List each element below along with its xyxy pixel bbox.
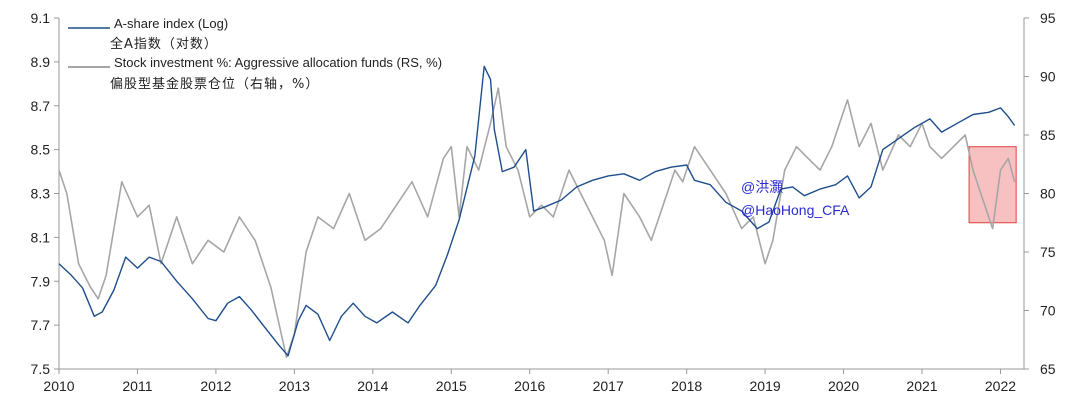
y-right-tick-label: 90 (1040, 69, 1056, 85)
y-right-tick-label: 95 (1040, 10, 1056, 26)
x-tick-label: 2018 (671, 378, 702, 394)
index-line (58, 65, 1016, 357)
y-left-tick-label: 8.9 (31, 54, 51, 70)
watermark-cn: @洪灝 (741, 179, 783, 195)
x-tick-label: 2020 (828, 378, 859, 394)
highlight-box (968, 146, 1017, 224)
x-tick-label: 2015 (436, 378, 467, 394)
y-left-tick-label: 8.7 (31, 98, 51, 114)
x-tick-label: 2010 (43, 378, 74, 394)
y-right-tick-label: 65 (1040, 361, 1056, 377)
stock-pct-line (58, 87, 1016, 359)
y-left-tick-label: 7.5 (31, 361, 51, 377)
legend-stock-label-cn: 偏股型基金股票仓位（右轴，%） (110, 76, 319, 92)
x-tick-label: 2014 (357, 378, 388, 394)
y-left-tick-label: 8.1 (31, 229, 51, 245)
x-tick-label: 2017 (593, 378, 624, 394)
x-tick-label: 2019 (750, 378, 781, 394)
x-axis: 2010 2011 2012 2013 2014 2015 2016 2017 2018 2019… (43, 369, 1016, 394)
y-left-tick-label: 8.3 (31, 186, 51, 202)
y-left-tick-label: 9.1 (31, 10, 51, 26)
y-left-tick-label: 7.7 (31, 317, 51, 333)
legend: A-share index (Log) 全A指数（对数） Stock inves… (68, 16, 442, 92)
y-left-tick-label: 7.9 (31, 273, 51, 289)
x-tick-label: 2013 (279, 378, 310, 394)
legend-stock-label: Stock investment %: Aggressive allocatio… (114, 55, 442, 70)
y-right-tick-label: 80 (1040, 186, 1056, 202)
x-tick-label: 2012 (200, 378, 231, 394)
x-tick-label: 2021 (906, 378, 937, 394)
y-right-tick-label: 75 (1040, 244, 1056, 260)
x-tick-label: 2011 (122, 378, 152, 394)
x-tick-label: 2016 (514, 378, 545, 394)
x-tick-label: 2022 (985, 378, 1016, 394)
y-right-axis: 65 70 75 80 85 90 95 (1024, 10, 1056, 377)
y-left-tick-label: 8.5 (31, 142, 51, 158)
legend-index-label: A-share index (Log) (114, 16, 228, 31)
y-left-axis: 7.5 7.7 7.9 8.1 8.3 8.5 8.7 8.9 9.1 (31, 10, 59, 377)
y-right-tick-label: 70 (1040, 303, 1056, 319)
legend-index-label-cn: 全A指数（对数） (110, 36, 218, 52)
watermark-handle: @HaoHong_CFA (741, 202, 850, 218)
y-right-tick-label: 85 (1040, 127, 1056, 143)
